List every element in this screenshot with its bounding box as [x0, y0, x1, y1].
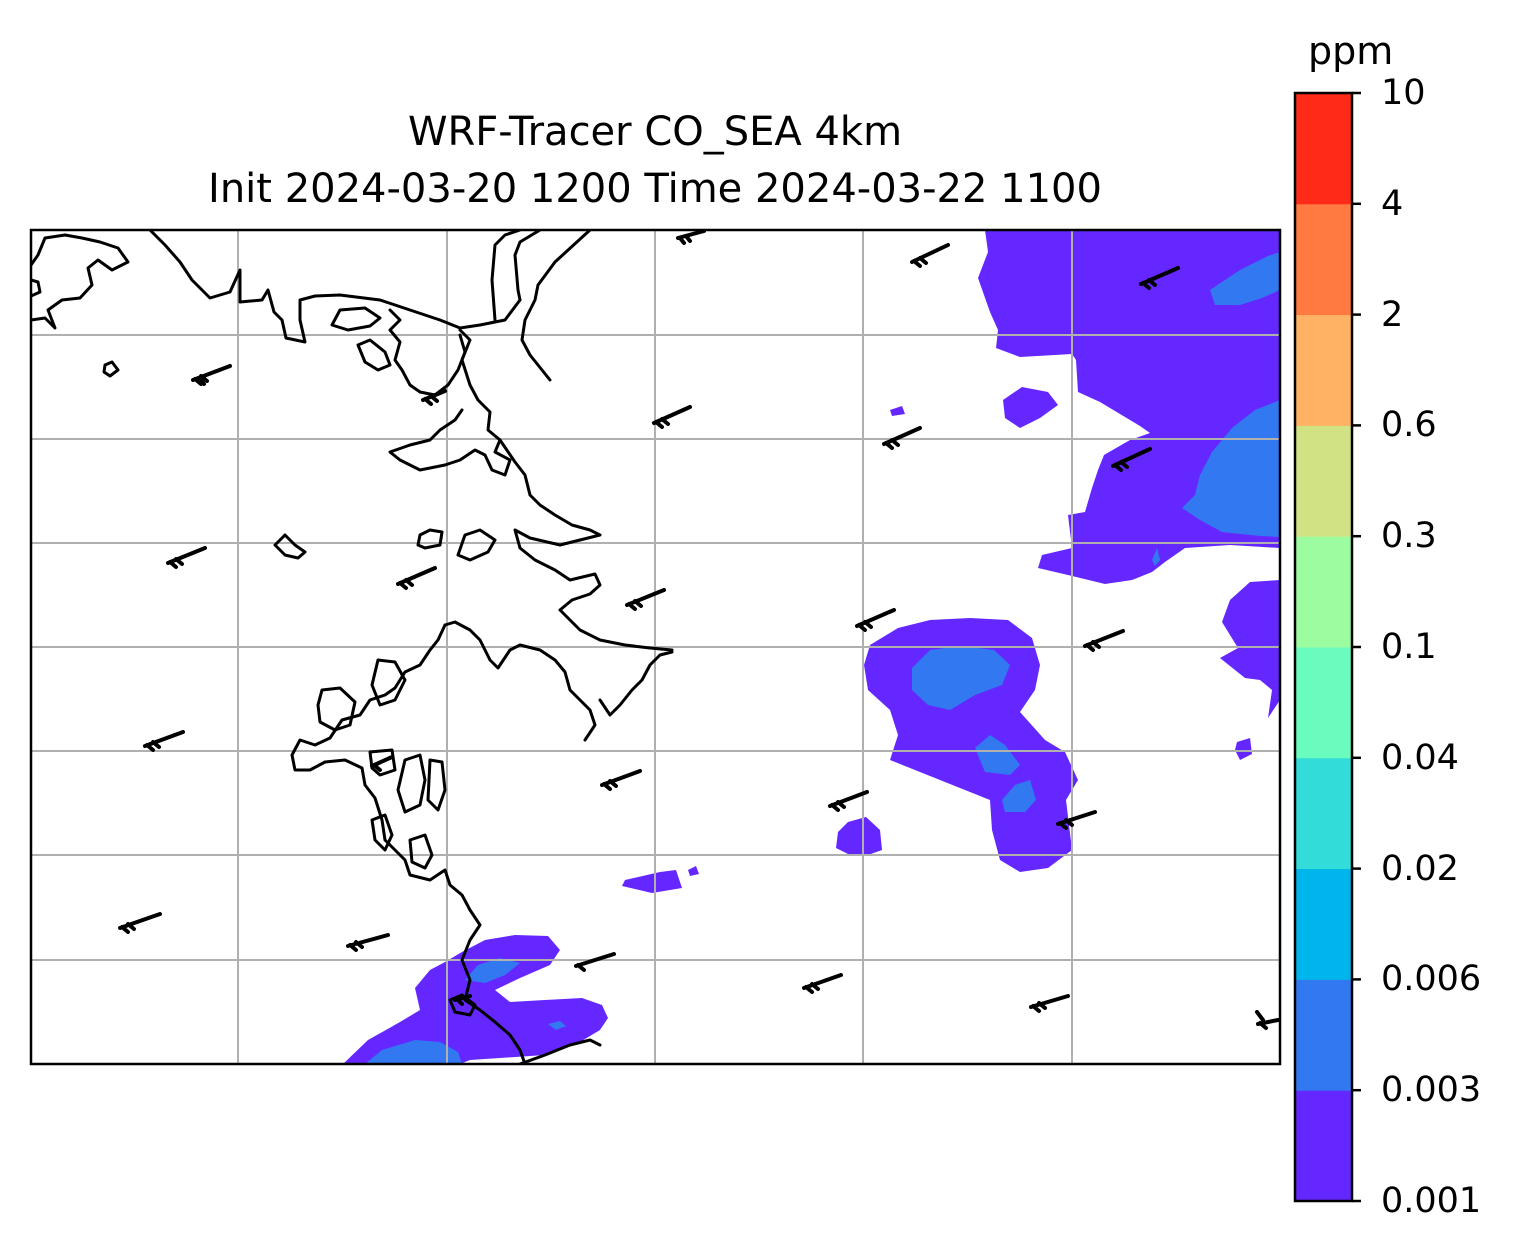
coastline-inlet-7 — [408, 833, 434, 870]
wind-barb — [855, 608, 896, 632]
tracer-core-central-3 — [1002, 780, 1036, 812]
coastline-island-small-3 — [416, 528, 444, 550]
colorbar-tick-label: 0.006 — [1381, 959, 1482, 1000]
colorbar-unit-label: ppm — [1308, 29, 1394, 73]
coastline-inlet-4 — [396, 753, 427, 814]
coastline-south-sound — [290, 623, 527, 1064]
map-title-line-2: Init 2024-03-20 1200 Time 2024-03-22 110… — [208, 166, 1102, 212]
coastline-island-small-5 — [273, 533, 307, 560]
tracer-core-south-2 — [548, 1021, 566, 1030]
colorbar-tick-label: 0.001 — [1381, 1181, 1482, 1221]
coastline-inlet-5 — [426, 758, 447, 812]
coastline-northwest-shore — [148, 230, 522, 344]
wind-barb — [1111, 447, 1152, 472]
wind-barb — [625, 588, 666, 611]
map-frame — [29, 228, 1282, 1066]
coastline-puget-channel-west — [388, 308, 467, 397]
colorbar-band — [1295, 647, 1352, 759]
wind-barb — [910, 243, 950, 268]
wind-barb — [1139, 266, 1180, 290]
colorbar-band — [1295, 93, 1352, 205]
tracer-core-east-sliver — [1152, 548, 1160, 566]
tracer-patch-central-small — [836, 817, 882, 855]
colorbar-band — [1295, 979, 1352, 1091]
colorbar-band — [1295, 203, 1352, 316]
colorbar-tick-label: 0.1 — [1381, 627, 1437, 667]
wind-barb — [676, 230, 706, 245]
colorbar-band — [1295, 425, 1352, 537]
tracer-patch-east-small — [1235, 738, 1252, 760]
colorbar-band — [1295, 868, 1352, 980]
wind-barb — [1083, 629, 1125, 652]
colorbar-band — [1295, 536, 1352, 648]
coastline-east-channel — [388, 328, 512, 477]
graticule — [31, 230, 1280, 1064]
tracer-patch-south-dot — [688, 866, 699, 876]
colorbar-tick-label: 0.3 — [1381, 516, 1437, 557]
tracer-core-northeast — [1210, 252, 1280, 305]
colorbar-tick-label: 0.04 — [1381, 737, 1459, 778]
colorbar-tick-label: 0.02 — [1381, 848, 1459, 889]
tracer-core-central-2 — [975, 735, 1020, 775]
wind-barb — [1029, 994, 1070, 1013]
coastline-northwest-arm — [31, 278, 42, 298]
coastline-inlet-2 — [370, 658, 407, 707]
tracer-patch-tiny — [890, 406, 905, 416]
wind-barb — [1056, 810, 1097, 830]
colorbar-tick-label: 0.003 — [1381, 1070, 1482, 1111]
coastline-island-small-1 — [330, 306, 382, 332]
wind-barb — [396, 566, 437, 590]
coastlines — [31, 230, 674, 1064]
tracer-patch-central — [1003, 387, 1058, 428]
wind-barb — [882, 426, 922, 450]
tracer-patch-south-central — [622, 870, 682, 893]
wind-barb — [802, 973, 843, 994]
wind-barb — [198, 376, 206, 386]
coastline-island-small-2 — [356, 338, 392, 372]
colorbar-tick-label: 2 — [1381, 294, 1404, 335]
coastline-inlet-1 — [316, 686, 357, 732]
concentration-fill-0.003 — [365, 252, 1280, 1064]
colorbar-band — [1295, 757, 1352, 870]
colorbar-band — [1295, 314, 1352, 426]
coastline-central-sound — [498, 438, 674, 652]
colorbar-ticks — [1352, 91, 1361, 1203]
colorbar-tick-label: 0.6 — [1381, 405, 1437, 446]
coastline-kitsap-shore — [443, 620, 674, 742]
tracer-plume-south — [343, 935, 608, 1064]
wind-barb — [421, 389, 447, 406]
wind-barb — [346, 933, 390, 952]
tracer-core-east — [1182, 400, 1280, 537]
colorbar-band — [1295, 1090, 1352, 1202]
map-panel — [29, 228, 1282, 1066]
wind-barb — [1255, 1010, 1280, 1030]
coastline-island-tiny — [102, 360, 120, 378]
wind-barb — [652, 405, 692, 429]
colorbar-bands — [1295, 93, 1352, 1202]
wind-barb — [828, 790, 869, 812]
coastline-main-channel — [490, 230, 592, 382]
wind-barb — [370, 755, 394, 772]
tracer-core-central-1 — [912, 646, 1010, 710]
wind-barb — [118, 912, 162, 934]
wind-barbs — [118, 230, 1280, 1030]
wind-barb — [600, 769, 642, 791]
colorbar-tick-label: 10 — [1381, 73, 1426, 113]
coastline-inlet-6 — [370, 813, 394, 852]
coastline-island-small-4 — [456, 528, 497, 562]
wind-barb — [574, 952, 616, 972]
colorbar — [1293, 91, 1361, 1203]
coastline-northwest-peninsula — [31, 233, 130, 330]
tracer-core-south-1 — [465, 958, 520, 983]
wind-barb — [453, 994, 472, 1006]
coastline-south-bay — [448, 993, 602, 1064]
tracer-plume-east-edge — [1220, 580, 1280, 718]
wind-barb — [143, 730, 185, 752]
tracer-core-south-3 — [365, 1040, 462, 1064]
map-title-line-1: WRF-Tracer CO_SEA 4km — [407, 109, 903, 155]
colorbar-tick-label: 4 — [1381, 183, 1404, 224]
wind-barb — [166, 546, 207, 569]
